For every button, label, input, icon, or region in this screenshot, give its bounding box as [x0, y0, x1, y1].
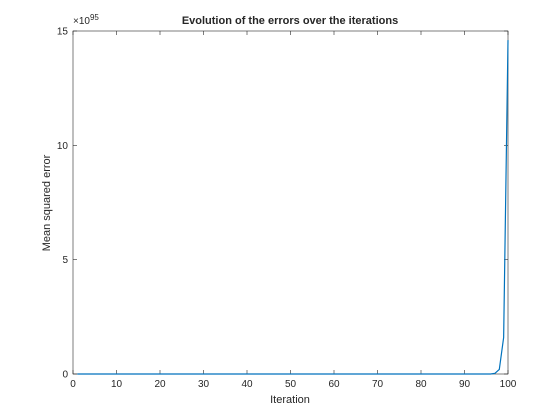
x-axis-label: Iteration	[270, 394, 310, 406]
x-tick-label: 90	[459, 379, 471, 390]
x-tick-label: 10	[111, 379, 123, 390]
y-tick-label: 15	[57, 27, 69, 38]
y-axis-label: Mean squared error	[41, 154, 53, 251]
y-tick-label: 10	[57, 141, 69, 152]
x-tick-label: 0	[70, 379, 76, 390]
y-axis-exponent: ×1095	[73, 13, 99, 27]
plot-area: 0 10 20 30 40 50 60 70 80 90 100 0 5 10 15	[57, 27, 517, 391]
y-tick-label: 5	[62, 255, 68, 266]
series-line	[77, 40, 509, 375]
x-tick-label: 100	[500, 379, 517, 390]
x-tick-label: 40	[241, 379, 253, 390]
y-tick-label: 0	[62, 370, 68, 381]
y-axis-exponent-power: 95	[90, 13, 99, 22]
y-axis-exponent-base: ×10	[73, 16, 90, 27]
x-tick-label: 60	[328, 379, 340, 390]
chart-title: Evolution of the errors over the iterati…	[182, 15, 398, 27]
x-tick-label: 80	[415, 379, 427, 390]
x-tick-label: 20	[154, 379, 166, 390]
x-tick-label: 50	[285, 379, 297, 390]
axes-box	[72, 30, 509, 375]
x-tick-label: 30	[198, 379, 210, 390]
x-tick-label: 70	[372, 379, 384, 390]
